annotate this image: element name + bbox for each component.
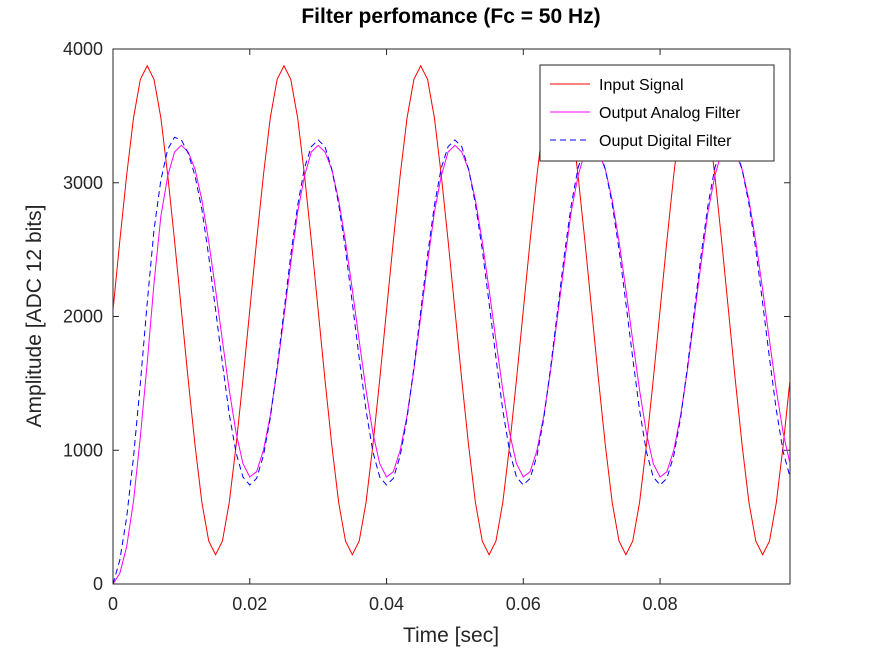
y-tick-label: 1000: [63, 440, 103, 460]
legend: Input Signal Output Analog Filter Ouput Di…: [539, 64, 775, 162]
x-tick-label: 0.02: [232, 594, 267, 614]
x-axis-title: Time [sec]: [403, 624, 499, 647]
legend-entries: Input Signal Output Analog Filter Ouput Di…: [550, 77, 741, 150]
legend-label-0: Input Signal: [599, 77, 684, 94]
x-tick-label: 0.06: [506, 594, 541, 614]
x-tick-label: 0.08: [643, 594, 678, 614]
y-axis-title: Amplitude [ADC 12 bits]: [23, 205, 46, 428]
y-tick-label: 0: [93, 574, 103, 594]
x-tick-label: 0.04: [369, 594, 404, 614]
x-tick-label: 0: [108, 594, 118, 614]
series-line-2: [113, 136, 790, 584]
y-tick-label: 2000: [63, 307, 103, 327]
y-tick-label: 4000: [63, 39, 103, 59]
legend-box: [539, 64, 775, 162]
y-tick-label: 3000: [63, 173, 103, 193]
axis-ticks: 0 0.02 0.04 0.06 0.08 0 1000 2000 3000 4000: [63, 39, 790, 614]
series-line-1: [113, 144, 790, 584]
legend-label-2: Ouput Digital Filter: [599, 133, 732, 150]
chart-title: Filter perfomance (Fc = 50 Hz): [301, 5, 600, 28]
legend-label-1: Output Analog Filter: [599, 105, 741, 122]
